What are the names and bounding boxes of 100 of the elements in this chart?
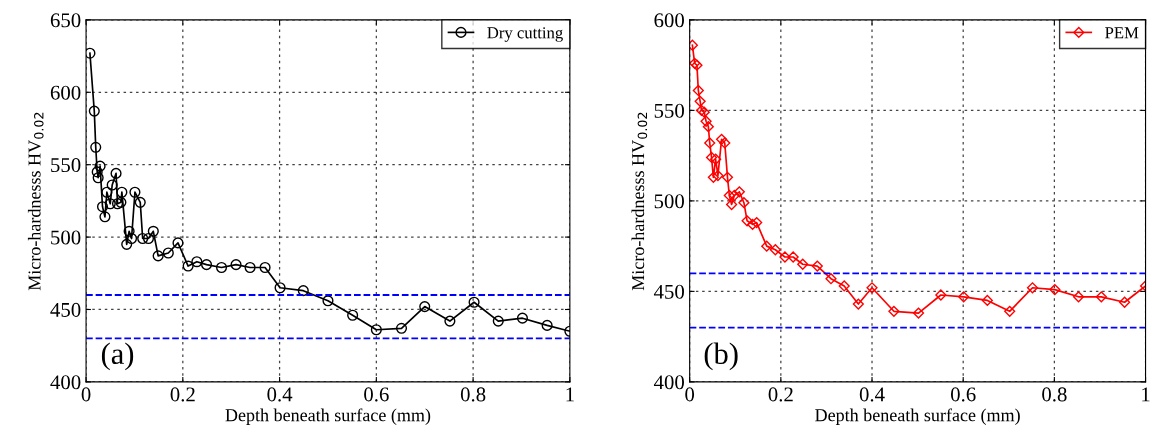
point [728, 189, 740, 202]
point [468, 296, 480, 308]
x-tick-label: 0.6 [364, 387, 389, 402]
x-tick-label: 0.8 [460, 387, 486, 402]
point [322, 295, 334, 307]
point [92, 172, 104, 184]
point [94, 160, 106, 172]
y-tick-label: 600 [50, 85, 81, 100]
point [715, 133, 728, 145]
y-tick-label: 500 [51, 230, 81, 245]
point [1118, 296, 1131, 308]
point [738, 197, 750, 209]
point [129, 186, 141, 198]
point [104, 198, 116, 210]
point [91, 166, 103, 178]
x-tick-label: 0.8 [1042, 387, 1067, 402]
y-tick-label: 650 [50, 13, 81, 28]
point [90, 141, 102, 153]
point [721, 171, 734, 183]
x-axis-title: Depth beneath surface (mm) [815, 408, 1020, 425]
point [106, 179, 118, 191]
point [700, 115, 712, 127]
point [96, 201, 109, 213]
point [761, 240, 773, 252]
point [1095, 291, 1107, 303]
point [912, 307, 925, 319]
x-tick-label: 0.2 [768, 387, 793, 402]
x-tick-label: 1 [1142, 387, 1150, 402]
point [712, 169, 724, 182]
point [811, 260, 823, 272]
x-tick-label: 1 [566, 387, 574, 402]
y-axis-title: Micro-hardnesss HV$_{0.02}$ [631, 112, 648, 291]
point [751, 217, 763, 229]
point [259, 261, 271, 274]
point [88, 105, 100, 117]
point [297, 285, 309, 297]
x-tick-label: 0.4 [859, 387, 885, 402]
x-tick-label: 0.6 [950, 387, 976, 402]
point [719, 137, 731, 149]
y-tick-label: 450 [653, 284, 684, 299]
point [115, 196, 127, 208]
point [733, 186, 745, 198]
point [516, 312, 529, 324]
point [705, 151, 718, 164]
point [1026, 282, 1039, 294]
point [888, 305, 900, 317]
y-tick-label: 450 [50, 302, 81, 317]
point [958, 291, 970, 303]
point [1004, 305, 1016, 317]
point [123, 225, 135, 237]
y-tick-label: 400 [653, 375, 684, 390]
point [142, 232, 155, 245]
y-tick-label: 400 [50, 375, 81, 390]
point [116, 186, 128, 198]
point [707, 171, 719, 183]
point [746, 218, 759, 231]
point [492, 315, 504, 327]
x-tick-label: 0 [685, 387, 695, 402]
point [230, 259, 242, 271]
point [981, 294, 993, 307]
legend-label: Dry cutting [487, 27, 563, 42]
point [797, 258, 809, 270]
point [191, 256, 203, 268]
point [1072, 291, 1085, 303]
legend-label: PEM [1105, 27, 1139, 39]
point [110, 167, 122, 179]
point [787, 251, 799, 263]
point [137, 232, 149, 245]
x-tick-label: 0.4 [267, 387, 293, 402]
point [419, 301, 431, 313]
y-tick-label: 550 [51, 158, 81, 173]
point [347, 309, 359, 321]
y-tick-label: 600 [654, 13, 684, 28]
annotation: (b) [704, 342, 738, 371]
point [111, 198, 124, 210]
point [162, 247, 174, 259]
point [866, 282, 878, 294]
point [125, 232, 138, 245]
point [725, 198, 738, 211]
y-tick-label: 550 [654, 103, 684, 118]
x-axis-title: Depth beneath surface (mm) [225, 408, 431, 425]
point [370, 324, 382, 336]
point [215, 261, 228, 274]
point [134, 196, 146, 208]
point [704, 137, 716, 149]
point [741, 215, 753, 227]
point [825, 273, 837, 285]
point [200, 259, 213, 271]
point [182, 260, 194, 272]
point [692, 84, 704, 97]
point [710, 153, 722, 165]
point [769, 244, 781, 256]
point [838, 280, 850, 292]
point [152, 250, 164, 262]
point [274, 282, 286, 294]
point [172, 237, 184, 249]
point [694, 95, 706, 107]
point [541, 319, 553, 331]
point [395, 322, 408, 334]
x-tick-label: 0 [81, 387, 91, 402]
